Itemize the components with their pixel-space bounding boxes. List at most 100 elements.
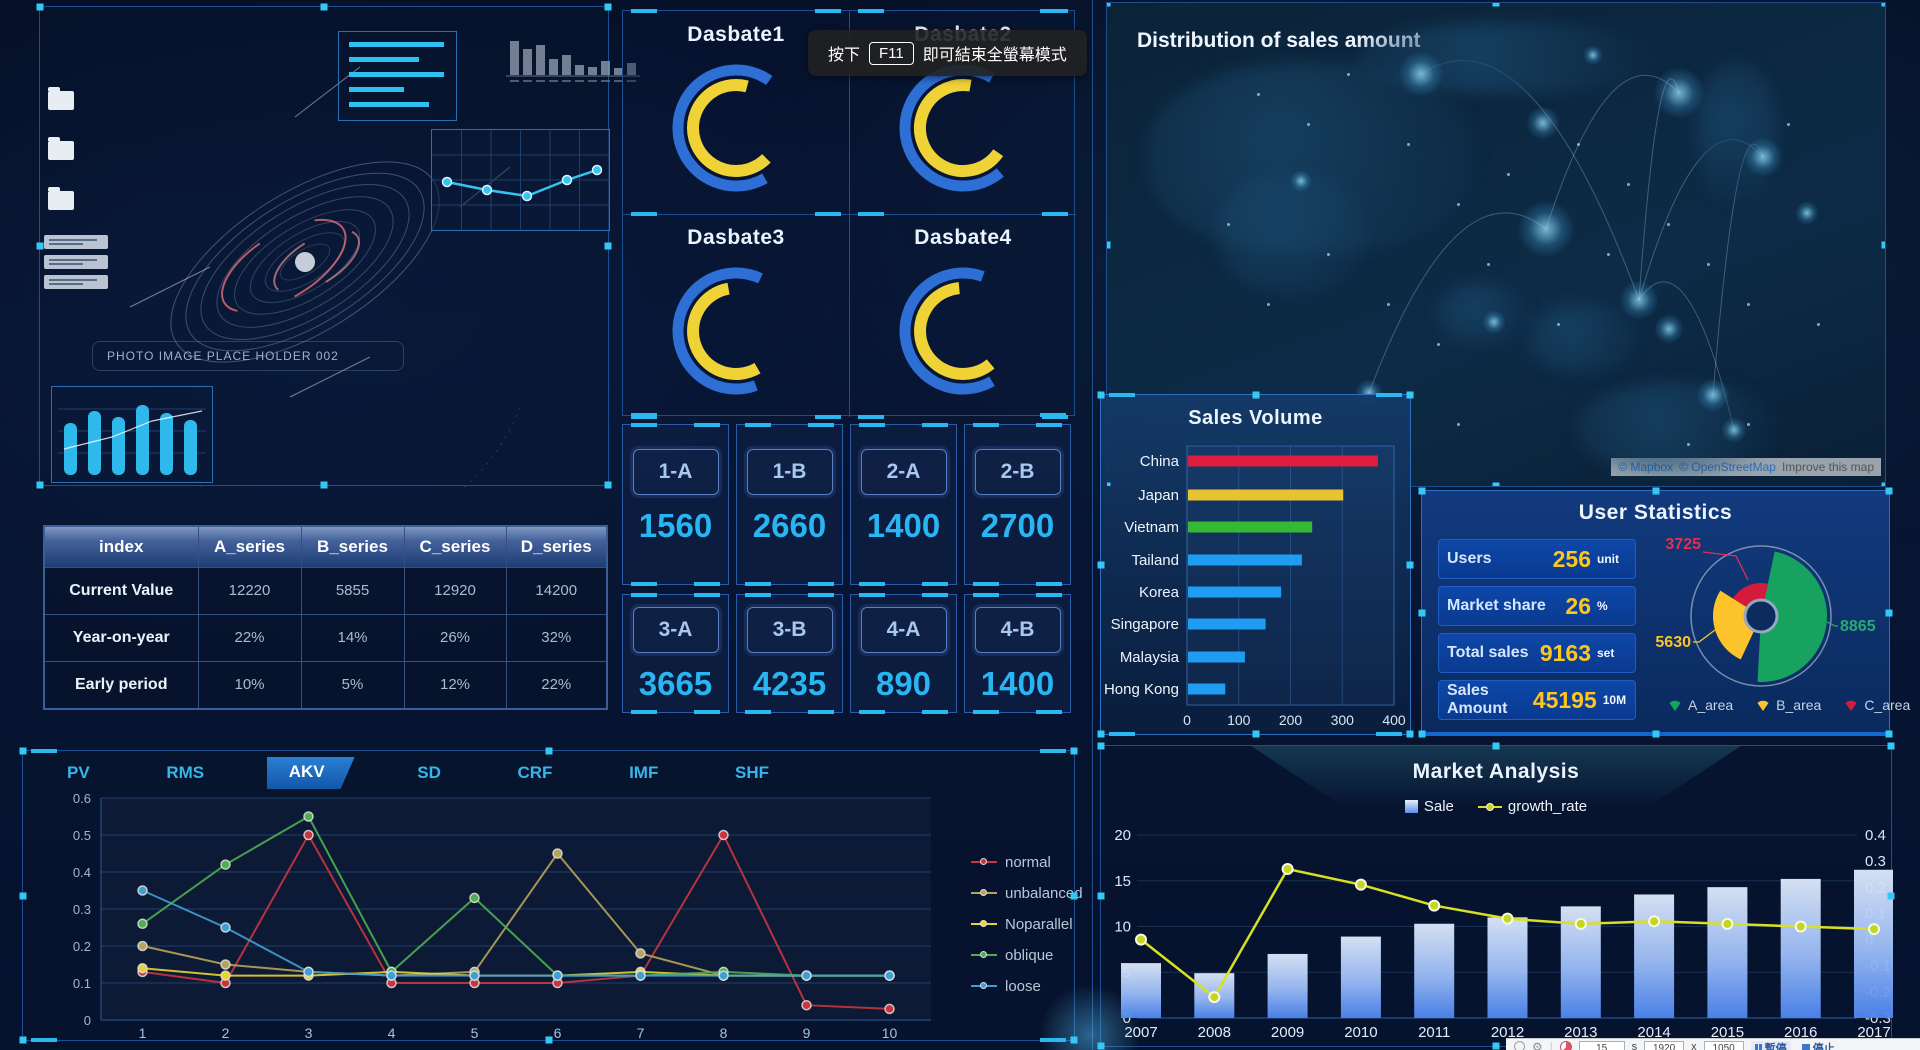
photo-placeholder-caption: PHOTO IMAGE PLACE HOLDER 002 <box>107 349 339 363</box>
tab-pv[interactable]: PV <box>67 763 90 782</box>
legend-line-icon <box>971 981 997 991</box>
resize-handle[interactable] <box>1252 730 1259 738</box>
resize-handle[interactable] <box>1881 3 1885 7</box>
interval-input[interactable]: 15 <box>1578 1041 1625 1050</box>
resize-handle[interactable] <box>1492 482 1500 486</box>
resize-handle[interactable] <box>1418 609 1426 616</box>
stat-row-total-sales: Total sales 9163 set <box>1438 633 1636 673</box>
resize-handle[interactable] <box>1887 892 1895 900</box>
resize-handle[interactable] <box>1406 561 1414 568</box>
legend-item-unbalanced[interactable]: unbalanced <box>971 882 1083 904</box>
map-dot <box>1607 253 1610 256</box>
resize-handle[interactable] <box>1418 487 1426 495</box>
resize-handle[interactable] <box>1881 482 1885 486</box>
edge-accent <box>745 582 771 586</box>
clock-icon[interactable] <box>1514 1041 1525 1050</box>
resize-handle[interactable] <box>604 481 612 489</box>
resize-handle[interactable] <box>19 1036 27 1044</box>
tab-akv[interactable]: AKV <box>266 757 355 789</box>
map-dot <box>1667 223 1670 226</box>
edge-accent <box>631 212 657 216</box>
signal-glow <box>1619 280 1659 320</box>
edge-accent <box>694 582 720 586</box>
resize-handle[interactable] <box>1406 391 1414 399</box>
resize-handle[interactable] <box>1492 3 1500 7</box>
resize-handle[interactable] <box>1097 561 1105 568</box>
resize-handle[interactable] <box>1406 730 1414 738</box>
resize-handle[interactable] <box>1070 1036 1078 1044</box>
resize-handle[interactable] <box>1107 241 1111 248</box>
resize-handle[interactable] <box>1492 742 1500 750</box>
card-label-badge: 2-A <box>860 449 947 495</box>
resize-handle[interactable] <box>1885 730 1893 738</box>
signal-glow <box>1583 45 1603 65</box>
resize-handle[interactable] <box>604 3 612 11</box>
file-icon <box>48 137 74 160</box>
width-input[interactable]: 1920 <box>1644 1041 1685 1050</box>
timer-icon[interactable] <box>1559 1041 1572 1050</box>
resize-handle[interactable] <box>1107 482 1111 486</box>
gear-icon[interactable]: ⚙ <box>1532 1040 1543 1050</box>
resize-handle[interactable] <box>36 242 44 250</box>
resize-handle[interactable] <box>1885 609 1893 616</box>
stop-button[interactable]: 停止 <box>1798 1041 1839 1050</box>
legend-item-growth-rate[interactable]: growth_rate <box>1477 798 1587 815</box>
legend-item-oblique[interactable]: oblique <box>971 944 1083 966</box>
pie-legend-item-C_area[interactable]: C_area <box>1843 697 1910 713</box>
tab-rms[interactable]: RMS <box>166 763 205 782</box>
card-label-badge: 1-A <box>632 449 719 495</box>
resize-handle[interactable] <box>1097 391 1105 399</box>
pause-button[interactable]: 暫停 <box>1750 1041 1791 1050</box>
resize-handle[interactable] <box>1418 730 1426 738</box>
resize-handle[interactable] <box>1097 1042 1105 1050</box>
resize-handle[interactable] <box>1070 892 1078 899</box>
market-analysis-title: Market Analysis <box>1412 760 1580 783</box>
map-dot <box>1487 263 1490 266</box>
resize-handle[interactable] <box>1097 892 1105 900</box>
resize-handle[interactable] <box>1097 742 1105 750</box>
resize-handle[interactable] <box>320 3 328 11</box>
table-header-cell: A_series <box>197 525 302 568</box>
svg-text:2015: 2015 <box>1711 1024 1744 1041</box>
tab-imf[interactable]: IMF <box>629 763 659 782</box>
edge-accent <box>859 582 885 586</box>
resize-handle[interactable] <box>36 3 44 11</box>
resize-handle[interactable] <box>1885 487 1893 495</box>
resize-handle[interactable] <box>545 1036 552 1044</box>
resize-handle[interactable] <box>320 481 328 489</box>
resize-handle[interactable] <box>19 747 27 755</box>
resize-handle[interactable] <box>604 242 612 250</box>
legend-item-loose[interactable]: loose <box>971 975 1083 997</box>
pie-legend-item-A_area[interactable]: A_area <box>1667 697 1733 713</box>
card-value: 1400 <box>866 507 941 544</box>
tab-shf[interactable]: SHF <box>734 763 769 782</box>
resize-handle[interactable] <box>1492 1042 1500 1050</box>
tab-crf[interactable]: CRF <box>517 763 553 782</box>
stat-rows: Users 256 unit Market share 26% Total sales 91… <box>1438 539 1636 727</box>
resize-handle[interactable] <box>1097 730 1105 738</box>
resize-handle[interactable] <box>1070 747 1078 755</box>
growth-rate-line-icon <box>1477 802 1502 812</box>
legend-item-normal[interactable]: normal <box>971 851 1083 873</box>
resize-handle[interactable] <box>545 747 552 755</box>
resize-handle[interactable] <box>36 481 44 489</box>
resize-handle[interactable] <box>1107 3 1111 7</box>
resize-handle[interactable] <box>1887 742 1895 750</box>
height-input[interactable]: 1050 <box>1703 1041 1744 1050</box>
legend-item-sale[interactable]: Sale <box>1404 798 1454 815</box>
stat-label: Users <box>1447 550 1492 567</box>
pie-legend-item-B_area[interactable]: B_area <box>1755 697 1821 713</box>
svg-text:4: 4 <box>388 1025 396 1041</box>
row-value: 12220 <box>197 567 302 615</box>
legend-item-Noparallel[interactable]: Noparallel <box>971 913 1083 935</box>
improve-map-text[interactable]: Improve this map <box>1781 460 1874 474</box>
resize-handle[interactable] <box>19 892 27 899</box>
svg-text:2011: 2011 <box>1418 1024 1450 1041</box>
fan-icon <box>1757 700 1769 711</box>
resize-handle[interactable] <box>1652 730 1659 738</box>
resize-handle[interactable] <box>1652 487 1659 495</box>
resize-handle[interactable] <box>1252 391 1259 399</box>
tab-sd[interactable]: SD <box>417 763 441 782</box>
row-value: 14% <box>300 613 405 662</box>
resize-handle[interactable] <box>1881 241 1885 248</box>
